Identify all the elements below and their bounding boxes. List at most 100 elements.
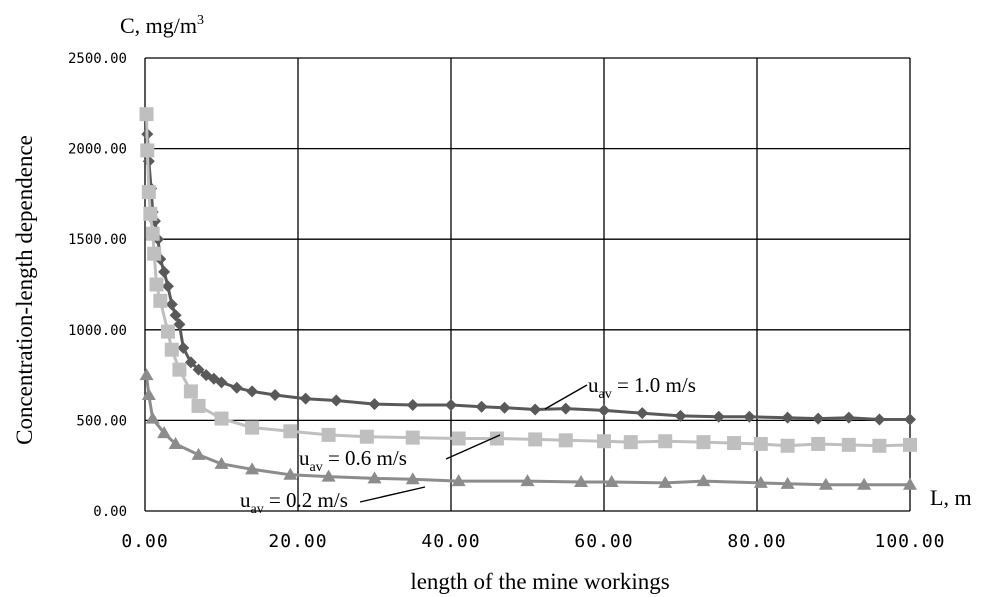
data-point-diamond [192, 363, 205, 376]
data-point-square [191, 398, 206, 413]
data-point-diamond [406, 398, 419, 411]
data-point-triangle [283, 467, 298, 480]
y-tick-label: 1000.00 [68, 323, 127, 339]
x-tick-label: 80.00 [727, 531, 786, 552]
data-point-diamond [812, 412, 825, 425]
y-unit-label: C, mg/m3 [120, 13, 204, 38]
y-tick-label: 500.00 [76, 413, 127, 429]
data-point-diamond [177, 341, 190, 354]
data-point-square [283, 424, 298, 439]
data-point-triangle [520, 474, 535, 487]
data-point-square [903, 437, 917, 452]
data-point-square [841, 437, 856, 452]
data-point-square [696, 435, 711, 450]
data-point-diamond [873, 413, 886, 426]
data-point-square [780, 438, 795, 453]
data-point-square [658, 434, 673, 449]
annotation-subscript: av [251, 502, 264, 517]
data-point-square [321, 427, 336, 442]
annotation-subscript: av [599, 387, 612, 402]
annotation-rest: = 0.6 m/s [323, 446, 407, 470]
data-point-square [139, 107, 154, 122]
y-axis-title: Concentration-length dependence [12, 135, 37, 445]
data-point-triangle [157, 426, 172, 439]
data-point-square [140, 143, 155, 158]
data-point-diamond [158, 265, 171, 278]
data-point-diamond [529, 403, 542, 416]
data-point-diamond [743, 410, 756, 423]
data-point-square [149, 277, 164, 292]
data-point-triangle [245, 462, 260, 475]
y-unit-superscript: 3 [197, 13, 204, 28]
data-point-square [872, 438, 887, 453]
annotation-u: u [240, 488, 251, 512]
data-point-square [528, 432, 543, 447]
data-point-triangle [139, 368, 154, 381]
data-point-diamond [330, 394, 343, 407]
data-point-square [164, 342, 179, 357]
data-point-square [160, 324, 175, 339]
annotation-leader-line [445, 434, 501, 460]
data-point-square [183, 384, 198, 399]
data-point-triangle [145, 411, 160, 424]
annotation-leader-line [544, 384, 588, 410]
annotation-leader-line [359, 486, 426, 503]
annotation-rest: = 0.2 m/s [264, 488, 348, 512]
x-unit-label: L, m [930, 485, 972, 510]
data-point-square [214, 411, 229, 426]
data-point-square [145, 226, 160, 241]
data-point-triangle [780, 476, 795, 489]
data-point-diamond [169, 309, 182, 322]
data-point-triangle [141, 388, 156, 401]
data-point-diamond [368, 398, 381, 411]
data-point-diamond [161, 280, 174, 293]
y-tick-label: 2500.00 [68, 51, 127, 67]
data-point-square [727, 436, 742, 451]
data-point-triangle [696, 474, 711, 487]
data-point-triangle [405, 472, 420, 485]
x-tick-label: 60.00 [574, 531, 633, 552]
data-point-square [811, 436, 826, 451]
data-point-triangle [168, 436, 183, 449]
data-point-diamond [674, 409, 687, 422]
annotation-rest: = 1.0 m/s [612, 373, 696, 397]
data-point-diamond [269, 389, 282, 402]
series-layer [139, 107, 917, 490]
series-annotation-label: uav = 0.6 m/s [299, 446, 407, 475]
series-line-1 [145, 114, 911, 448]
annotation-u: u [299, 446, 310, 470]
x-tick-label: 100.00 [874, 531, 945, 552]
data-point-triangle [367, 471, 382, 484]
tick-labels: 0.00 500.00 1000.00 1500.00 2000.00 2500.00 0.… [68, 51, 945, 552]
data-point-diamond [299, 392, 312, 405]
data-point-triangle [214, 456, 229, 469]
series-annotation-label: uav = 0.2 m/s [240, 488, 348, 517]
data-point-square [623, 435, 638, 450]
data-point-diamond [230, 381, 243, 394]
data-point-square [753, 436, 768, 451]
data-point-diamond [184, 356, 197, 369]
data-point-square [245, 420, 260, 435]
data-point-triangle [903, 477, 917, 490]
data-point-triangle [574, 475, 589, 488]
data-point-triangle [753, 475, 768, 488]
data-point-diamond [173, 318, 186, 331]
data-point-square [172, 362, 187, 377]
data-point-square [405, 430, 420, 445]
y-tick-label: 1500.00 [68, 232, 127, 248]
data-point-diamond [559, 402, 572, 415]
series-1 [139, 107, 917, 453]
series-line-0 [145, 134, 910, 421]
data-point-diamond [636, 407, 649, 420]
data-point-square [147, 246, 162, 261]
data-point-triangle [321, 469, 336, 482]
annotation-subscript: av [310, 460, 323, 475]
gridlines [144, 57, 911, 512]
series-0 [141, 128, 916, 426]
data-point-diamond [712, 410, 725, 423]
data-point-triangle [818, 477, 833, 490]
data-point-diamond [904, 413, 916, 426]
data-point-diamond [842, 411, 855, 424]
